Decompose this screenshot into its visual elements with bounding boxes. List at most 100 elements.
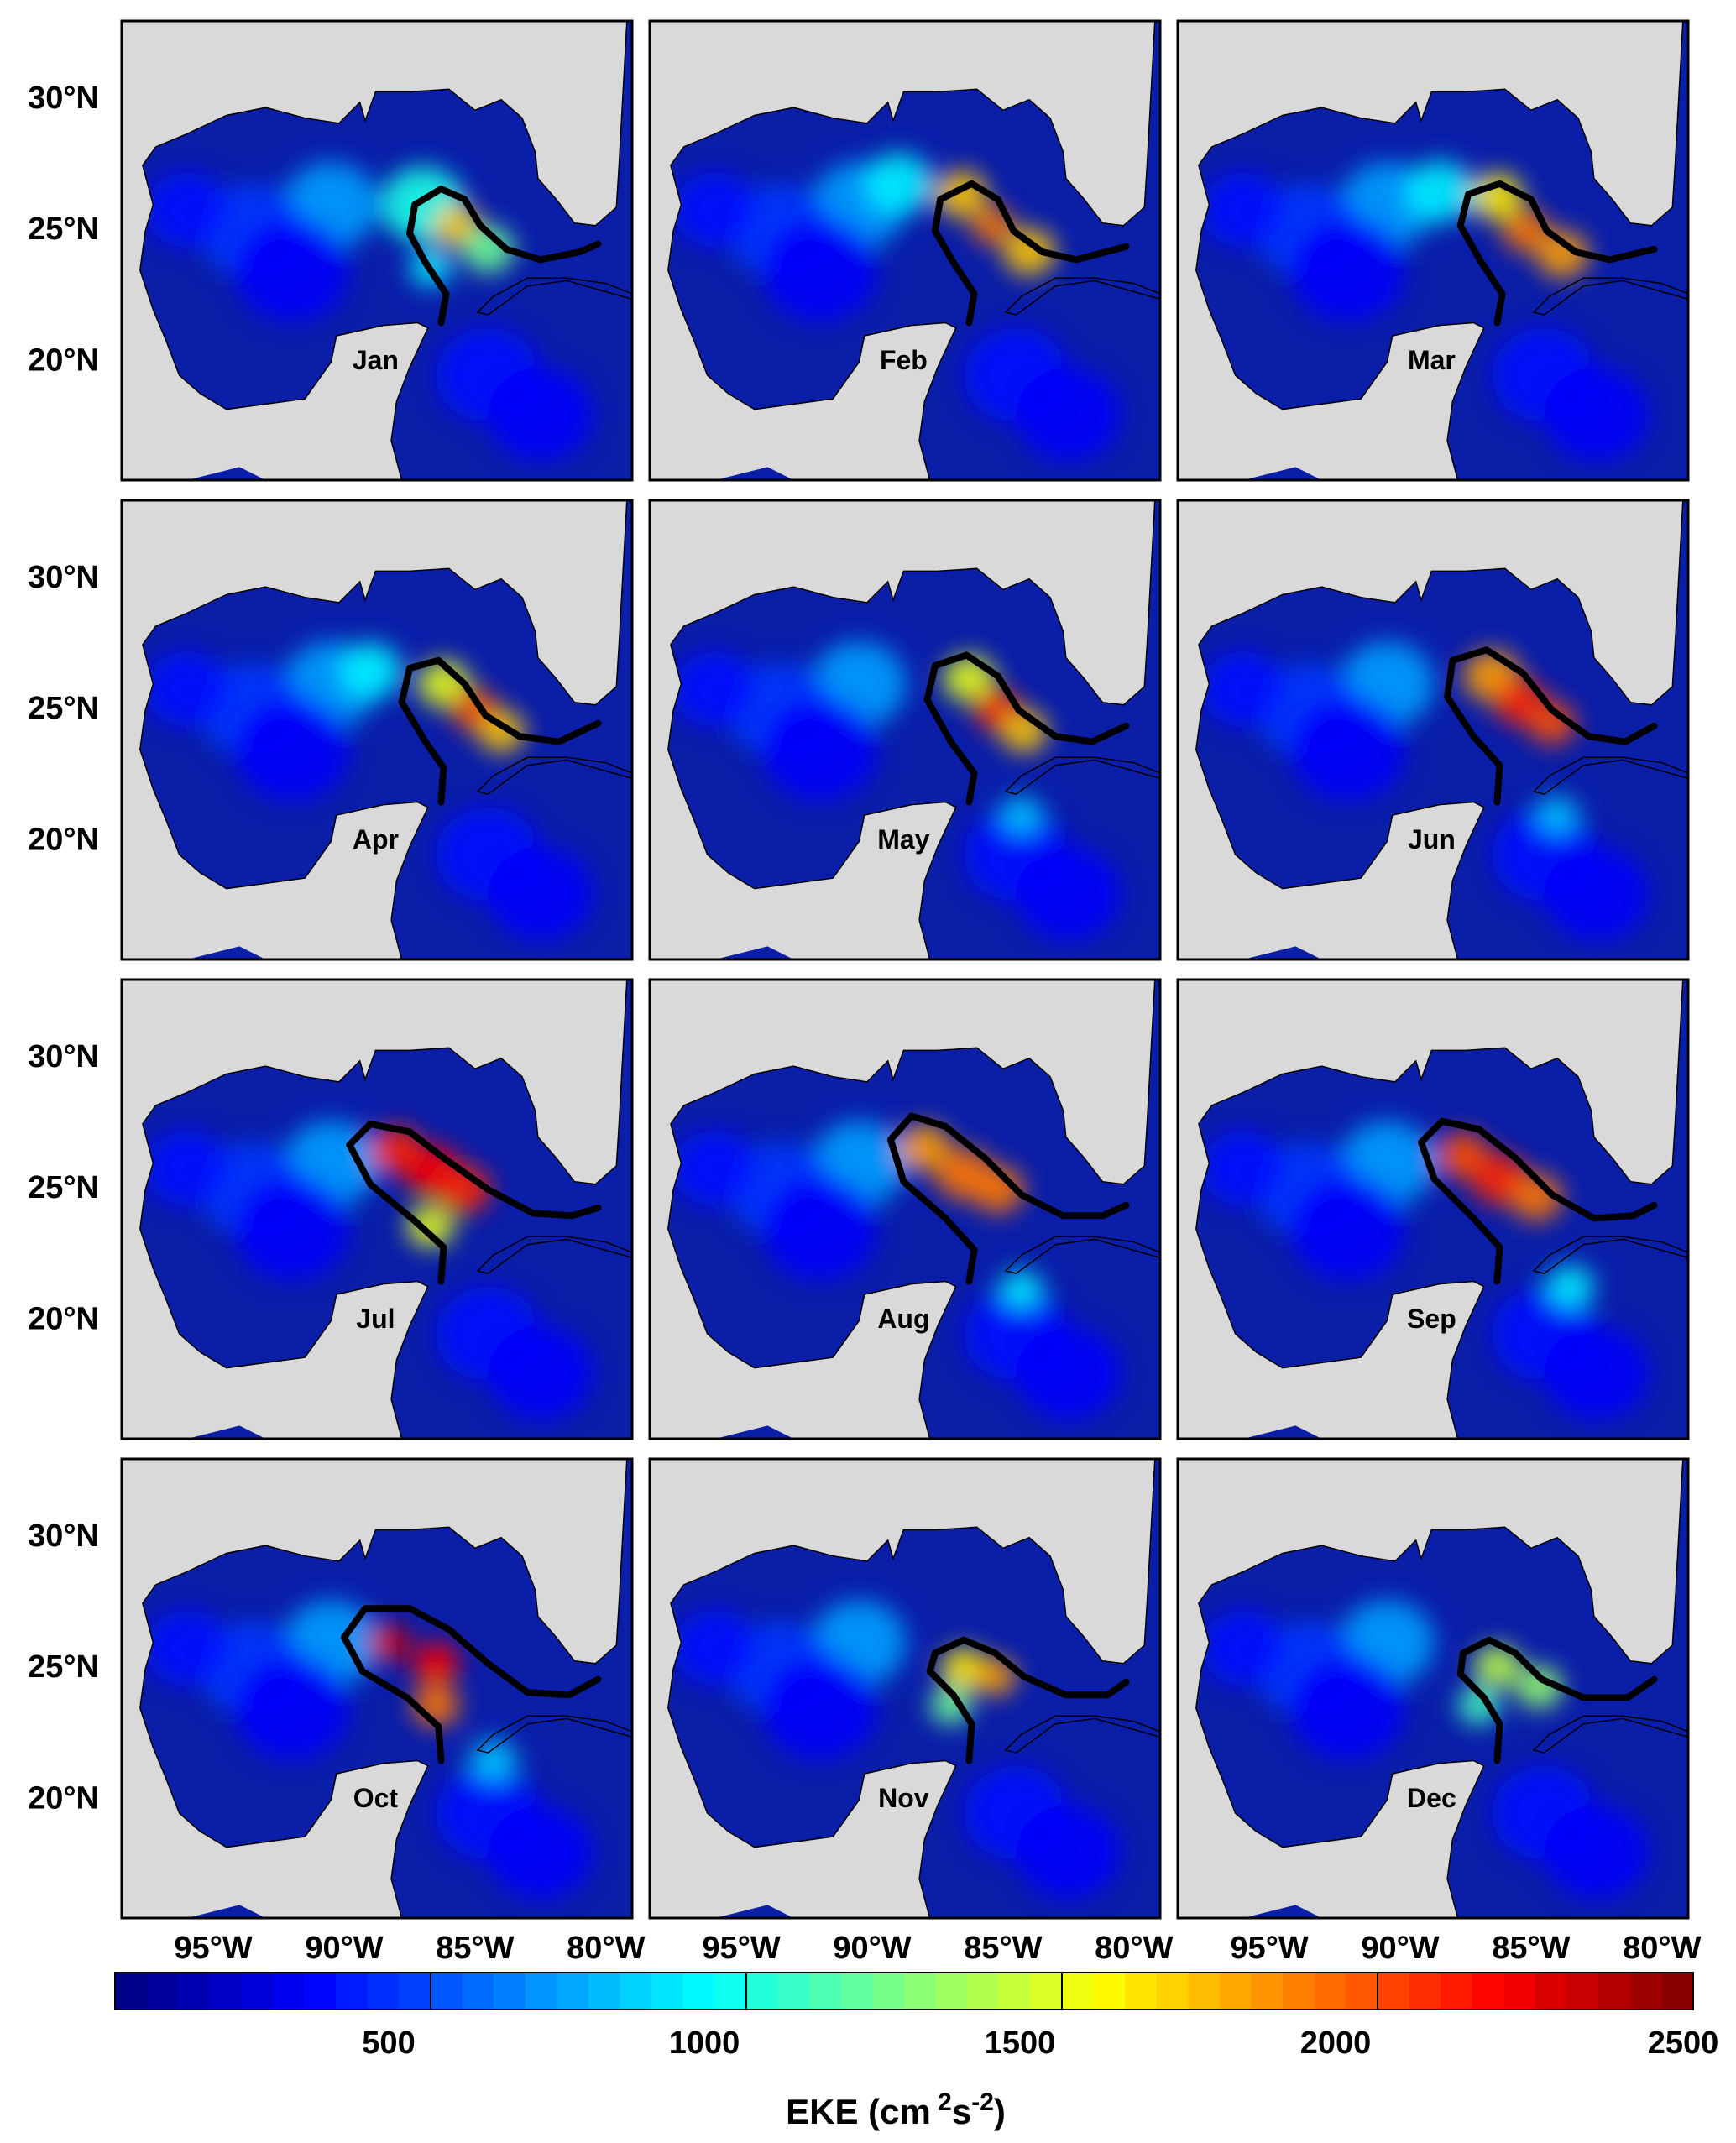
eke-blob — [1510, 1173, 1563, 1221]
eke-blob — [1290, 1177, 1406, 1281]
month-label: Aug — [877, 1304, 929, 1334]
colorbar-segment — [1062, 1973, 1095, 2010]
coastline — [139, 21, 632, 480]
loop-current-contour — [886, 1112, 1130, 1285]
coastline — [1195, 500, 1688, 959]
eke-blob — [412, 1642, 460, 1686]
colorbar-segment — [1441, 1973, 1473, 2010]
eke-blob — [1502, 209, 1550, 253]
eke-blob — [934, 170, 988, 218]
eke-blob — [762, 1656, 878, 1760]
colorbar-segment — [462, 1973, 494, 2010]
longitude-axis: 95°W 90°W 85°W 80°W 95°W 90°W 85°W 80°W 95°W 90°W… — [174, 1931, 1701, 1966]
eke-blob — [1201, 172, 1285, 248]
colorbar-segment — [1566, 1973, 1599, 2010]
colorbar-segment — [840, 1973, 873, 2010]
colorbar-segment — [1188, 1973, 1221, 2010]
eke-blob — [1201, 651, 1285, 728]
coastline — [139, 500, 632, 959]
colorbar-segment — [1314, 1973, 1346, 2010]
eke-blob — [145, 172, 229, 248]
eke-blob — [1016, 846, 1122, 942]
eke-blob — [1546, 1265, 1594, 1308]
eke-blob — [1290, 698, 1406, 802]
panel-frame — [648, 19, 1162, 482]
colorbar-segment — [304, 1973, 337, 2010]
panel-frame — [120, 1457, 634, 1920]
eke-blob — [1000, 796, 1043, 834]
lon-tick-label: 85°W — [964, 1931, 1042, 1966]
eke-blob — [1544, 367, 1650, 463]
colorbar-segment — [557, 1973, 589, 2010]
eke-blob — [406, 1205, 454, 1248]
lat-tick-label: 25°N — [28, 212, 99, 247]
colorbar-segment — [241, 1973, 274, 2010]
panel-frame — [120, 19, 634, 482]
panel-dec: Dec — [1176, 1457, 1690, 1920]
month-label: Dec — [1407, 1783, 1456, 1813]
eke-blob — [234, 698, 350, 802]
loop-current-contour — [923, 651, 1130, 806]
panel-frame — [1176, 19, 1690, 482]
colorbar-segment — [1535, 1973, 1568, 2010]
eke-blob — [673, 1131, 757, 1207]
loop-current-contour — [931, 180, 1130, 327]
loop-current-contour — [406, 186, 602, 327]
lon-tick-label: 80°W — [1095, 1931, 1173, 1966]
panel-frame — [1176, 978, 1690, 1440]
eke-blob — [488, 846, 593, 942]
eke-blob — [1473, 1644, 1521, 1688]
coastline — [139, 1459, 632, 1918]
colorbar-segment — [1283, 1973, 1315, 2010]
colorbar-title: EKE (cm 2s-2) — [786, 2088, 1006, 2131]
month-label: Jun — [1408, 824, 1456, 855]
panel-frame — [120, 499, 634, 961]
colorbar-segment — [494, 1973, 526, 2010]
panel-frame — [648, 1457, 1162, 1920]
colorbar-tick-label: 2500 — [1648, 2025, 1719, 2061]
colorbar-segment — [682, 1973, 715, 2010]
colorbar-segment — [336, 1973, 369, 2010]
lon-tick-label: 90°W — [1361, 1931, 1439, 1966]
panel-may: May — [648, 499, 1162, 961]
colorbar-segment — [714, 1973, 747, 2010]
colorbar-segment — [273, 1973, 306, 2010]
colorbar-segment — [1251, 1973, 1284, 2010]
panel-frame — [648, 499, 1162, 961]
month-label: Sep — [1407, 1304, 1456, 1334]
eke-blob — [673, 651, 757, 728]
loop-current-contour — [1456, 180, 1658, 327]
colorbar-segment — [431, 1973, 463, 2010]
eke-blob — [1528, 702, 1576, 745]
eke-blob — [1536, 231, 1589, 279]
panel-jun: Jun — [1176, 499, 1690, 961]
lat-tick-label: 30°N — [28, 1518, 99, 1554]
eke-blob — [762, 1177, 878, 1281]
lon-tick-label: 95°W — [702, 1931, 780, 1966]
colorbar-segment — [904, 1973, 937, 2010]
colorbar-segment — [1346, 1973, 1378, 2010]
coastline — [1195, 1459, 1688, 1918]
eke-blob — [1201, 1610, 1285, 1686]
eke-blob — [438, 1166, 491, 1214]
colorbar-segment — [1503, 1973, 1536, 2010]
eke-blob — [234, 218, 350, 322]
eke-blob — [1000, 1270, 1043, 1309]
colorbar-segment — [967, 1973, 1000, 2010]
eke-blob — [1016, 1325, 1122, 1421]
eke-blob — [338, 642, 402, 699]
loop-current-contour — [341, 1605, 602, 1764]
loop-current-contour — [1444, 646, 1658, 806]
colorbar-tick-label: 1000 — [669, 2025, 740, 2061]
colorbar-tick-label: 2000 — [1300, 2025, 1372, 2061]
lat-tick-label: 30°N — [28, 81, 99, 116]
eke-blob — [145, 651, 229, 728]
panel-nov: Nov — [648, 1457, 1162, 1920]
coastline — [667, 980, 1160, 1439]
colorbar-segment — [620, 1973, 652, 2010]
colorbar-segment — [1661, 1973, 1694, 2010]
eke-blob — [1290, 1656, 1406, 1760]
colorbar-segment — [525, 1973, 557, 2010]
month-label: Apr — [353, 824, 399, 855]
eke-blob — [898, 1123, 951, 1172]
